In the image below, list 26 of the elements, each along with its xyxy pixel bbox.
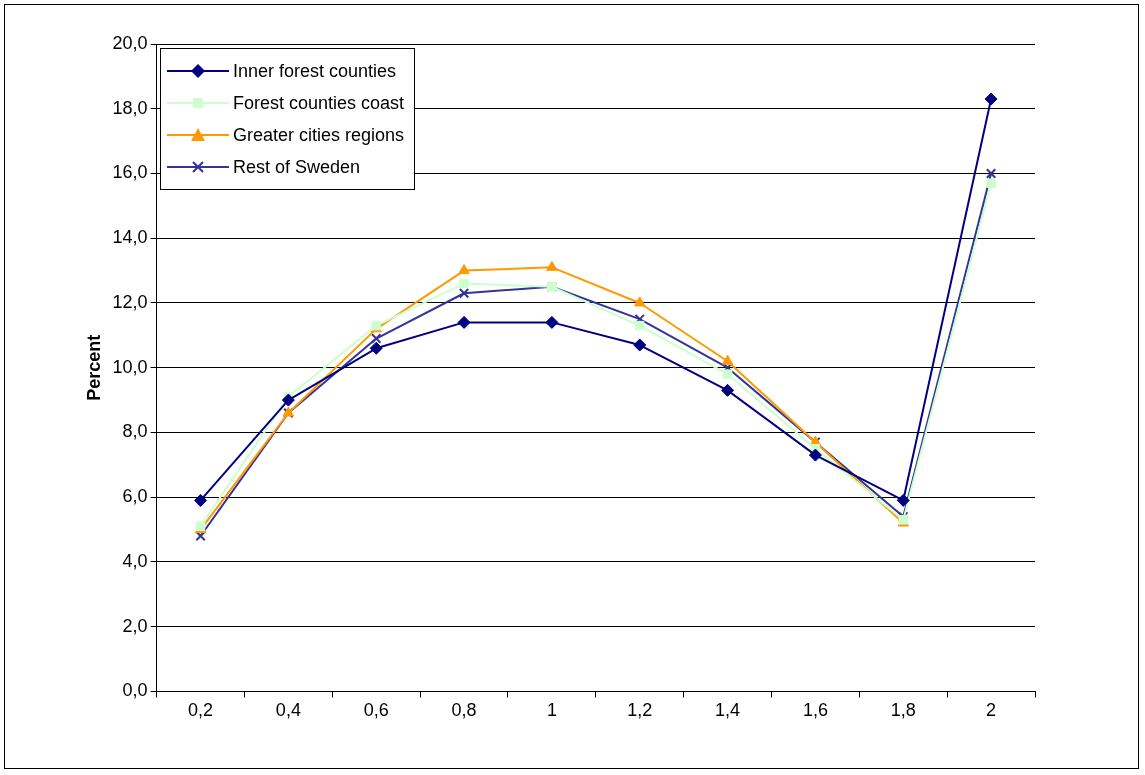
x-tick-label: 1 [546, 700, 557, 721]
y-tick-label: 2,0 [122, 615, 148, 636]
legend-label: Rest of Sweden [233, 156, 361, 178]
legend-label: Forest counties coast [233, 92, 405, 114]
y-axis-title: Percent [83, 334, 104, 401]
y-tick-label: 4,0 [122, 550, 148, 571]
y-tick-label: 14,0 [112, 227, 148, 248]
y-tick-label: 10,0 [112, 356, 148, 377]
legend-label: Inner forest counties [233, 60, 397, 82]
y-tick-label: 16,0 [112, 162, 148, 183]
x-tick-label: 0,8 [451, 700, 477, 721]
y-tick-label: 12,0 [112, 291, 148, 312]
y-tick-label: 18,0 [112, 97, 148, 118]
y-tick-label: 0,0 [122, 680, 148, 701]
x-tick-label: 0,2 [188, 700, 214, 721]
x-tick-label: 0,4 [275, 700, 301, 721]
y-tick-label: 20,0 [112, 32, 148, 53]
x-tick-label: 1,4 [715, 700, 741, 721]
y-tick-label: 8,0 [122, 421, 148, 442]
y-tick-label: 6,0 [122, 486, 148, 507]
x-tick-label: 1,8 [890, 700, 916, 721]
x-tick-label: 1,6 [802, 700, 828, 721]
x-tick-label: 0,6 [363, 700, 389, 721]
legend-label: Greater cities regions [233, 124, 405, 146]
x-tick-label: 2 [986, 700, 997, 721]
x-tick-label: 1,2 [627, 700, 653, 721]
